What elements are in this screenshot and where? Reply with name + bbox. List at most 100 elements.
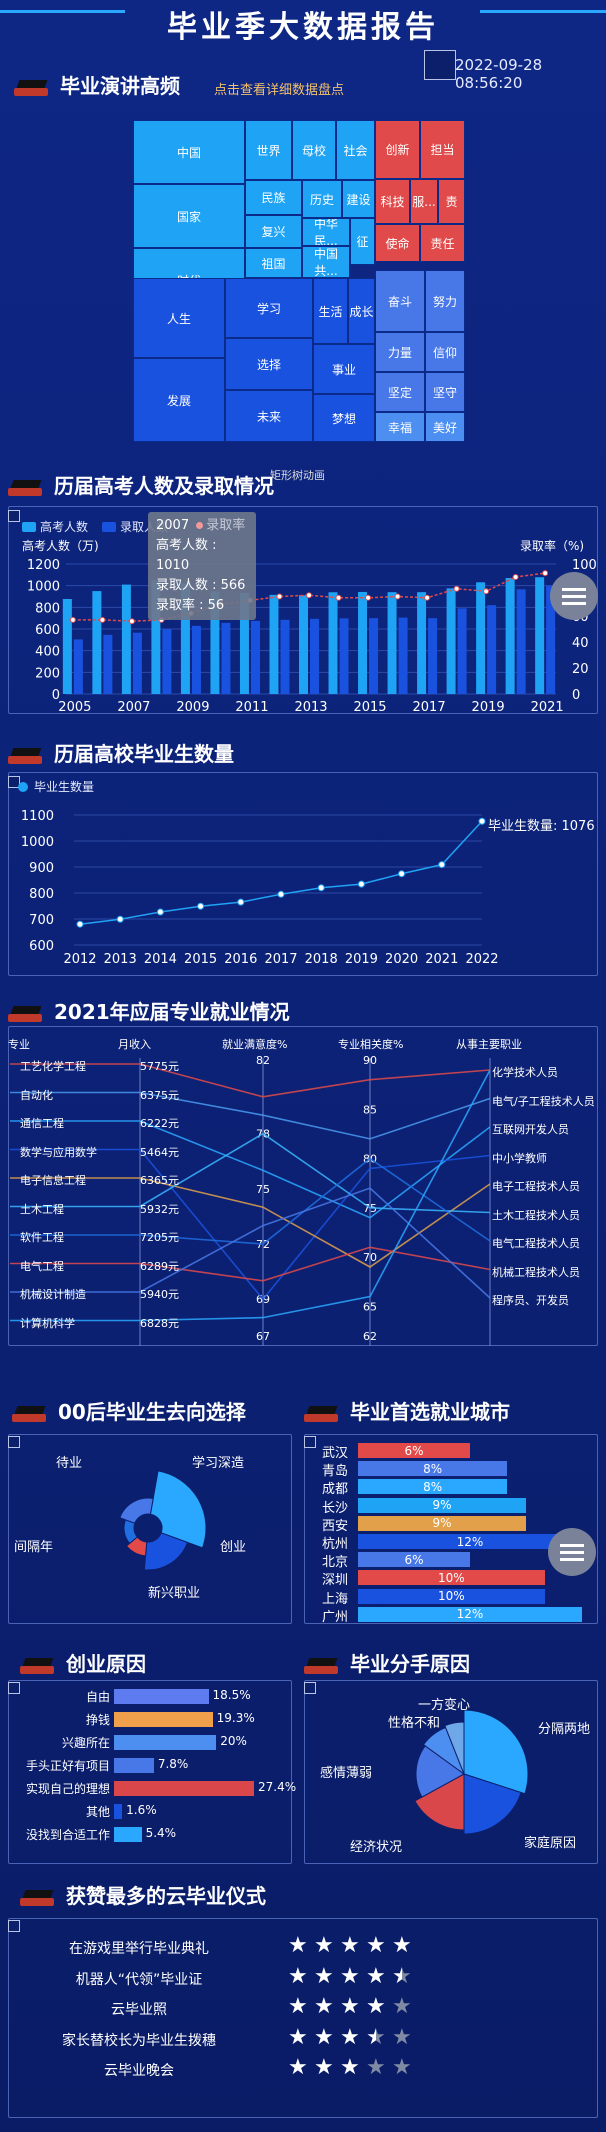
treemap-cell[interactable]: 发展 bbox=[133, 358, 225, 442]
treemap-cell[interactable]: 服... bbox=[410, 179, 438, 224]
city-bar[interactable]: 12% bbox=[358, 1534, 582, 1549]
legend-gaokao-count[interactable]: 高考人数 bbox=[22, 518, 88, 535]
city-bar[interactable]: 12% bbox=[358, 1606, 582, 1622]
star-icon: ★ bbox=[392, 1933, 412, 1958]
treemap-cell[interactable]: 祖国 bbox=[245, 248, 302, 278]
startup-pct: 1.6% bbox=[126, 1803, 157, 1817]
treemap-cell[interactable]: 责 bbox=[438, 179, 465, 224]
treemap-cell[interactable]: 世界 bbox=[245, 120, 292, 180]
startup-pct: 27.4% bbox=[258, 1780, 297, 1794]
job-label: 电气工程技术人员 bbox=[492, 1237, 580, 1250]
column-header: 就业满意度% bbox=[222, 1038, 288, 1051]
treemap-cell[interactable]: 努力 bbox=[425, 270, 465, 332]
treemap-cell[interactable]: 历史 bbox=[302, 180, 342, 218]
treemap-cell[interactable]: 中国 bbox=[133, 120, 245, 184]
major-label: 土木工程 bbox=[20, 1202, 64, 1216]
treemap-cell[interactable]: 征 bbox=[350, 218, 375, 265]
major-label: 软件工程 bbox=[20, 1231, 64, 1244]
startup-pct: 18.5% bbox=[212, 1688, 251, 1702]
treemap-cell[interactable]: 坚定 bbox=[375, 372, 425, 412]
section-startup-header: 创业原因 bbox=[20, 1648, 146, 1677]
menu-fab-button-2[interactable] bbox=[548, 1528, 596, 1576]
star-icon: ★ bbox=[340, 2024, 360, 2050]
star-icon: ★ bbox=[392, 2024, 412, 2050]
startup-bar[interactable] bbox=[114, 1804, 123, 1819]
treemap-cell[interactable]: 学习 bbox=[225, 278, 313, 338]
legend-graduates[interactable]: 毕业生数量 bbox=[18, 778, 94, 795]
treemap-cell[interactable]: 科技 bbox=[375, 179, 410, 224]
broken-image-icon bbox=[8, 1920, 20, 1932]
treemap-cell[interactable]: 使命 bbox=[375, 224, 420, 262]
startup-label: 实现自己的理想 bbox=[25, 1782, 110, 1796]
treemap-cell[interactable]: 生活 bbox=[313, 278, 348, 344]
treemap-cell[interactable]: 母校 bbox=[292, 120, 336, 180]
star-icon: ★ bbox=[340, 2055, 360, 2080]
treemap-cell[interactable]: 信仰 bbox=[425, 332, 465, 372]
treemap-cell[interactable]: 力量 bbox=[375, 332, 425, 372]
treemap-cell[interactable]: 选择 bbox=[225, 338, 313, 390]
treemap-cell[interactable]: 事业 bbox=[313, 344, 375, 394]
major-label: 数学与应用数学 bbox=[20, 1145, 97, 1159]
city-label: 长沙 bbox=[322, 1500, 349, 1516]
startup-bar[interactable] bbox=[114, 1758, 154, 1773]
major-label: 通信工程 bbox=[20, 1117, 64, 1130]
job-label: 机械工程技术人员 bbox=[492, 1265, 580, 1279]
treemap-cell[interactable]: 坚守 bbox=[425, 372, 465, 412]
city-bar[interactable]: 8% bbox=[358, 1461, 508, 1477]
section-title: 2021年应届专业就业情况 bbox=[54, 1000, 290, 1024]
treemap-cell[interactable]: 幸福 bbox=[375, 412, 425, 442]
startup-bar[interactable] bbox=[114, 1735, 217, 1750]
treemap-cell[interactable]: 人生 bbox=[133, 278, 225, 358]
city-bar[interactable]: 8% bbox=[358, 1479, 508, 1495]
treemap-cell[interactable]: 梦想 bbox=[313, 394, 375, 442]
city-bar[interactable]: 10% bbox=[358, 1588, 545, 1604]
choice-label: 间隔年 bbox=[14, 1540, 54, 1555]
breakup-label: 经济状况 bbox=[350, 1840, 403, 1855]
treemap-cell[interactable]: 美好 bbox=[425, 412, 465, 442]
detail-link[interactable]: 点击查看详细数据盘点 bbox=[214, 83, 345, 98]
breakup-label: 家庭原因 bbox=[524, 1836, 577, 1851]
treemap-cell[interactable]: 建设 bbox=[342, 180, 375, 218]
treemap-cell[interactable]: 责任 bbox=[420, 224, 465, 262]
section-title: 历届高校毕业生数量 bbox=[54, 742, 234, 766]
treemap-cell[interactable]: 复兴 bbox=[245, 215, 302, 248]
section-breakup-header: 毕业分手原因 bbox=[304, 1648, 470, 1677]
treemap-cell[interactable]: 成长 bbox=[348, 278, 375, 344]
city-bar[interactable]: 9% bbox=[358, 1515, 526, 1531]
star-icon: ★ bbox=[392, 1963, 412, 1989]
choice-panel bbox=[8, 1434, 292, 1624]
startup-bar[interactable] bbox=[114, 1781, 254, 1796]
treemap-cell[interactable]: 社会 bbox=[336, 120, 375, 180]
income-label: 6828元 bbox=[140, 1316, 179, 1330]
star-icon: ★ bbox=[314, 2055, 334, 2080]
treemap-cell[interactable]: 奋斗 bbox=[375, 270, 425, 332]
city-bar[interactable]: 6% bbox=[358, 1443, 470, 1458]
startup-bar[interactable] bbox=[114, 1689, 209, 1704]
treemap-cell[interactable]: 国家 bbox=[133, 184, 245, 248]
major-label: 电子信息工程 bbox=[20, 1174, 86, 1187]
treemap-cell[interactable]: 中华民... bbox=[302, 218, 350, 246]
city-bar[interactable]: 10% bbox=[358, 1570, 545, 1586]
section-gaokao-header: 历届高考人数及录取情况 bbox=[8, 470, 274, 499]
star-icon: ★ bbox=[314, 1933, 334, 1958]
star-icon: ★ bbox=[366, 2055, 386, 2080]
treemap-cell[interactable]: 未来 bbox=[225, 390, 313, 442]
breakup-panel bbox=[304, 1680, 598, 1864]
ceremony-label: 云毕业照 bbox=[111, 2002, 167, 2018]
menu-icon bbox=[562, 594, 586, 598]
city-bar[interactable]: 6% bbox=[358, 1552, 470, 1568]
startup-bar[interactable] bbox=[114, 1712, 213, 1727]
treemap-cell[interactable]: 担当 bbox=[420, 120, 465, 179]
section-cities-header: 毕业首选就业城市 bbox=[304, 1396, 510, 1425]
city-bar[interactable]: 9% bbox=[358, 1497, 526, 1513]
section-title: 毕业分手原因 bbox=[350, 1652, 470, 1676]
treemap-cell[interactable]: 中国共... bbox=[302, 246, 350, 278]
treemap-cell[interactable]: 民族 bbox=[245, 180, 302, 215]
menu-fab-button[interactable] bbox=[550, 572, 598, 620]
section-speech-header: 毕业演讲高频 bbox=[14, 70, 180, 99]
major-label: 计算机科学 bbox=[20, 1316, 75, 1330]
treemap-cell[interactable]: 创新 bbox=[375, 120, 420, 179]
star-icon: ★ bbox=[366, 2024, 386, 2050]
startup-bar[interactable] bbox=[114, 1827, 142, 1842]
cities-panel bbox=[304, 1434, 598, 1624]
